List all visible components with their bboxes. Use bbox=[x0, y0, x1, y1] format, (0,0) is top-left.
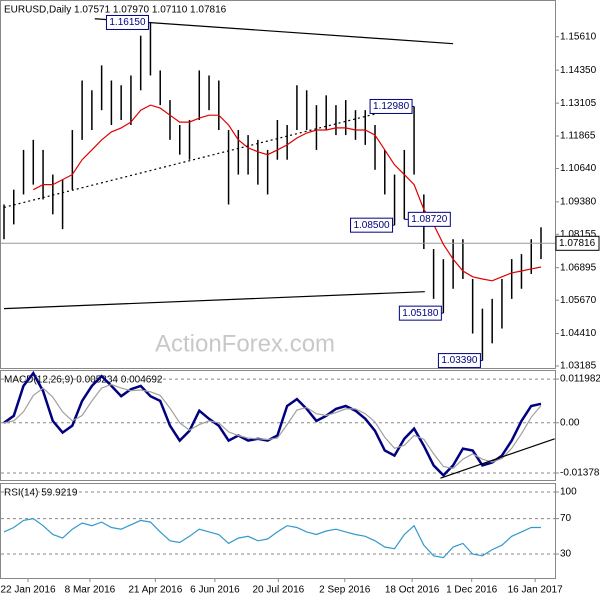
annotation-box bbox=[407, 211, 451, 227]
y-tick-label: 1.15610 bbox=[560, 31, 597, 42]
x-tick-label: 21 Apr 2016 bbox=[128, 585, 182, 596]
y-tick-label: 100 bbox=[560, 487, 577, 498]
x-tick-label: 16 Jan 2017 bbox=[508, 585, 563, 596]
y-tick-label: 0.00 bbox=[560, 417, 580, 428]
annotation-box bbox=[350, 217, 394, 233]
y-tick-label: 0.011982 bbox=[560, 374, 600, 385]
y-tick-label: 1.08155 bbox=[560, 229, 597, 240]
annotation-label: 1.03390 bbox=[441, 355, 478, 366]
annotation-box bbox=[369, 98, 413, 114]
x-tick-label: 20 Jul 2016 bbox=[252, 585, 304, 596]
y-tick-label: 1.10640 bbox=[560, 163, 597, 174]
y-tick-label: 1.05670 bbox=[560, 295, 597, 306]
panel-title: RSI(14) 59.9219 bbox=[4, 488, 78, 499]
watermark: ActionForex.com bbox=[155, 330, 335, 357]
annotation-label: 1.12980 bbox=[373, 101, 410, 112]
series-line bbox=[33, 104, 542, 282]
x-tick-label: 8 Mar 2016 bbox=[65, 585, 116, 596]
annotation-label: 1.16150 bbox=[109, 17, 146, 28]
trendline bbox=[440, 438, 555, 479]
y-tick-label: 30 bbox=[560, 549, 572, 560]
last-price-label: 1.07816 bbox=[559, 238, 596, 249]
annotation-box bbox=[105, 14, 149, 30]
trendline bbox=[94, 18, 454, 45]
panel-title: MACD(12,26,9) 0.005234 0.004692 bbox=[4, 375, 163, 386]
y-tick-label: 1.06895 bbox=[560, 262, 597, 273]
x-tick-label: 2 Sep 2016 bbox=[319, 585, 371, 596]
y-tick-label: 1.04410 bbox=[560, 328, 597, 339]
y-tick-label: 1.03185 bbox=[560, 361, 597, 372]
x-tick-label: 22 Jan 2016 bbox=[0, 585, 55, 596]
trendline bbox=[3, 291, 425, 310]
annotation-label: 1.08500 bbox=[353, 220, 390, 231]
y-tick-label: 1.14350 bbox=[560, 65, 597, 76]
annotation-label: 1.05180 bbox=[402, 308, 439, 319]
y-tick-label: 1.11865 bbox=[560, 131, 596, 142]
y-tick-label: 1.13105 bbox=[560, 98, 597, 109]
annotation-label: 1.08720 bbox=[411, 214, 448, 225]
y-tick-label: 70 bbox=[560, 513, 572, 524]
panel-title: EURUSD,Daily 1.07571 1.07970 1.07110 1.0… bbox=[4, 5, 227, 16]
x-tick-label: 6 Jun 2016 bbox=[190, 585, 240, 596]
x-tick-label: 1 Dec 2016 bbox=[446, 585, 498, 596]
y-tick-label: 1.09380 bbox=[560, 196, 597, 207]
series-line bbox=[3, 383, 542, 469]
last-price-box bbox=[555, 235, 600, 251]
series-line bbox=[3, 517, 541, 559]
series-line bbox=[3, 370, 542, 478]
macd-panel bbox=[0, 370, 556, 481]
price-panel bbox=[0, 0, 556, 369]
annotation-box bbox=[398, 305, 442, 321]
annotation-box bbox=[437, 353, 481, 369]
y-tick-label: -0.013788 bbox=[560, 468, 600, 479]
trendline bbox=[3, 111, 383, 209]
x-tick-label: 18 Oct 2016 bbox=[385, 585, 440, 596]
